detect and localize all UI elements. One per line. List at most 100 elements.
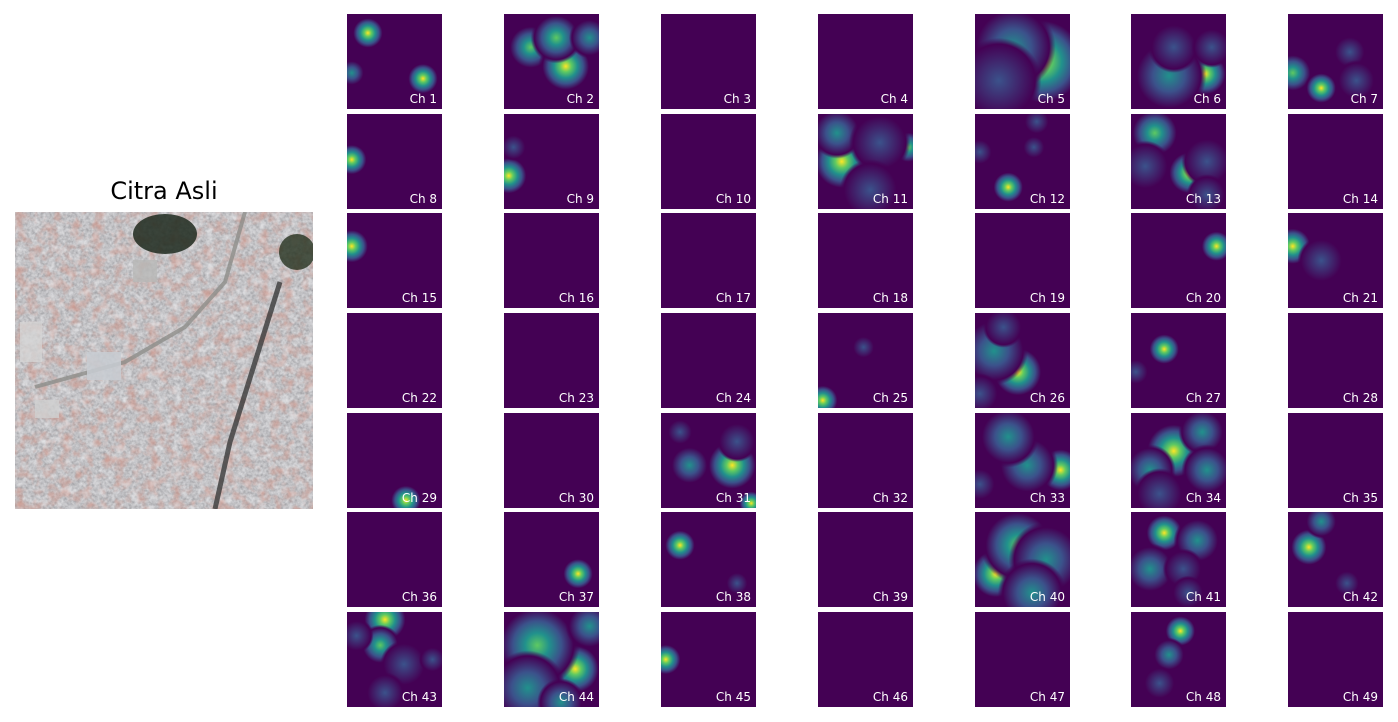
channel-label: Ch 9: [566, 192, 594, 206]
activation-blob: [1333, 569, 1361, 597]
channel-map: Ch 21: [1288, 213, 1383, 308]
channel-map: Ch 37: [504, 512, 599, 607]
activation-blob: [666, 418, 694, 446]
activation-blob: [991, 170, 1026, 205]
activation-blob: [1142, 666, 1177, 701]
activation-blob: [504, 133, 528, 161]
activation-blob: [504, 155, 530, 197]
activation-blob: [997, 558, 1067, 607]
channel-map: Ch 42: [1288, 512, 1383, 607]
activation-blob: [716, 420, 756, 463]
channel-map: Ch 46: [818, 612, 913, 707]
activation-blob: [1170, 575, 1206, 607]
activation-heatmap: [1131, 21, 1226, 109]
channel-label: Ch 29: [401, 491, 437, 505]
channel-map: Ch 34: [1131, 413, 1226, 508]
activation-blob: [851, 335, 876, 360]
activation-heatmap: [561, 556, 596, 591]
activation-heatmap: [661, 642, 683, 677]
activation-blob: [1131, 358, 1150, 386]
activation-heatmap: [1288, 225, 1346, 285]
activation-heatmap: [818, 335, 876, 408]
activation-blob: [530, 14, 582, 64]
activation-blob: [1023, 114, 1051, 136]
activation-heatmap: [975, 413, 1070, 502]
activation-heatmap: [975, 512, 1070, 607]
activation-heatmap: [975, 313, 1046, 408]
activation-heatmap: [666, 418, 756, 508]
channel-map: Ch 18: [818, 213, 913, 308]
activation-blob: [737, 489, 756, 508]
channel-map: Ch 45: [661, 612, 756, 707]
activation-blob: [818, 383, 840, 408]
channel-label: Ch 4: [880, 92, 908, 106]
activation-heatmap: [1199, 229, 1226, 264]
channel-map: Ch 3: [661, 14, 756, 109]
channel-map: Ch 12: [975, 114, 1070, 209]
activation-blob: [1199, 229, 1226, 264]
activation-heatmap: [1131, 413, 1226, 508]
channel-label: Ch 33: [1029, 491, 1065, 505]
activation-heatmap: [504, 612, 599, 707]
activation-blob: [1131, 543, 1176, 595]
channel-map: Ch 41: [1131, 512, 1226, 607]
channel-label: Ch 46: [872, 690, 908, 704]
activation-heatmap: [388, 483, 423, 508]
channel-map: Ch 27: [1131, 313, 1226, 408]
channel-map: Ch 17: [661, 213, 756, 308]
activation-blob: [405, 61, 441, 96]
activation-blob: [1021, 135, 1046, 160]
activation-blob: [661, 642, 683, 677]
activation-blob: [565, 612, 599, 651]
channel-label: Ch 37: [558, 590, 594, 604]
activation-heatmap: [347, 119, 409, 177]
channel-label: Ch 44: [558, 690, 594, 704]
activation-blob: [347, 59, 366, 87]
channel-map: Ch 32: [818, 413, 913, 508]
channel-map: Ch 30: [504, 413, 599, 508]
activation-heatmap: [1288, 512, 1361, 597]
activation-blob: [1133, 468, 1186, 508]
channel-map: Ch 47: [975, 612, 1070, 707]
channel-label: Ch 41: [1185, 590, 1221, 604]
channel-map: Ch 6: [1131, 14, 1226, 109]
channel-map: Ch 22: [347, 313, 442, 408]
activation-blob: [364, 672, 406, 707]
channel-map: Ch 40: [975, 512, 1070, 607]
activation-heatmap: [347, 15, 441, 96]
activation-heatmap: [504, 133, 530, 197]
channel-label: Ch 17: [715, 291, 751, 305]
activation-heatmap: [347, 612, 442, 707]
channel-map: Ch 31: [661, 413, 756, 508]
channel-label: Ch 3: [723, 92, 751, 106]
activation-heatmap: [818, 114, 913, 209]
channel-map: Ch 5: [975, 14, 1070, 109]
channel-label: Ch 27: [1185, 391, 1221, 405]
channel-label: Ch 28: [1342, 391, 1378, 405]
activation-heatmap: [1131, 114, 1226, 209]
channel-map: Ch 7: [1288, 14, 1383, 109]
activation-blob: [347, 227, 371, 266]
channel-label: Ch 5: [1037, 92, 1065, 106]
channel-label: Ch 31: [715, 491, 751, 505]
channel-label: Ch 38: [715, 590, 751, 604]
activation-heatmap: [506, 14, 599, 94]
image-title: Citra Asli: [110, 177, 218, 205]
channel-label: Ch 36: [401, 590, 437, 604]
activation-blob: [1147, 332, 1182, 367]
channel-map: Ch 4: [818, 14, 913, 109]
channel-label: Ch 10: [715, 192, 751, 206]
activation-blob: [537, 678, 585, 707]
channel-map: Ch 36: [347, 512, 442, 607]
channel-label: Ch 40: [1029, 590, 1065, 604]
channel-map: Ch 48: [1131, 612, 1226, 707]
channel-map: Ch 14: [1288, 114, 1383, 209]
channel-label: Ch 16: [558, 291, 594, 305]
channel-map: Ch 1: [347, 14, 442, 109]
channel-label: Ch 1: [409, 92, 437, 106]
channel-label: Ch 6: [1193, 92, 1221, 106]
channel-map: Ch 35: [1288, 413, 1383, 508]
channel-label: Ch 2: [566, 92, 594, 106]
channel-label: Ch 30: [558, 491, 594, 505]
